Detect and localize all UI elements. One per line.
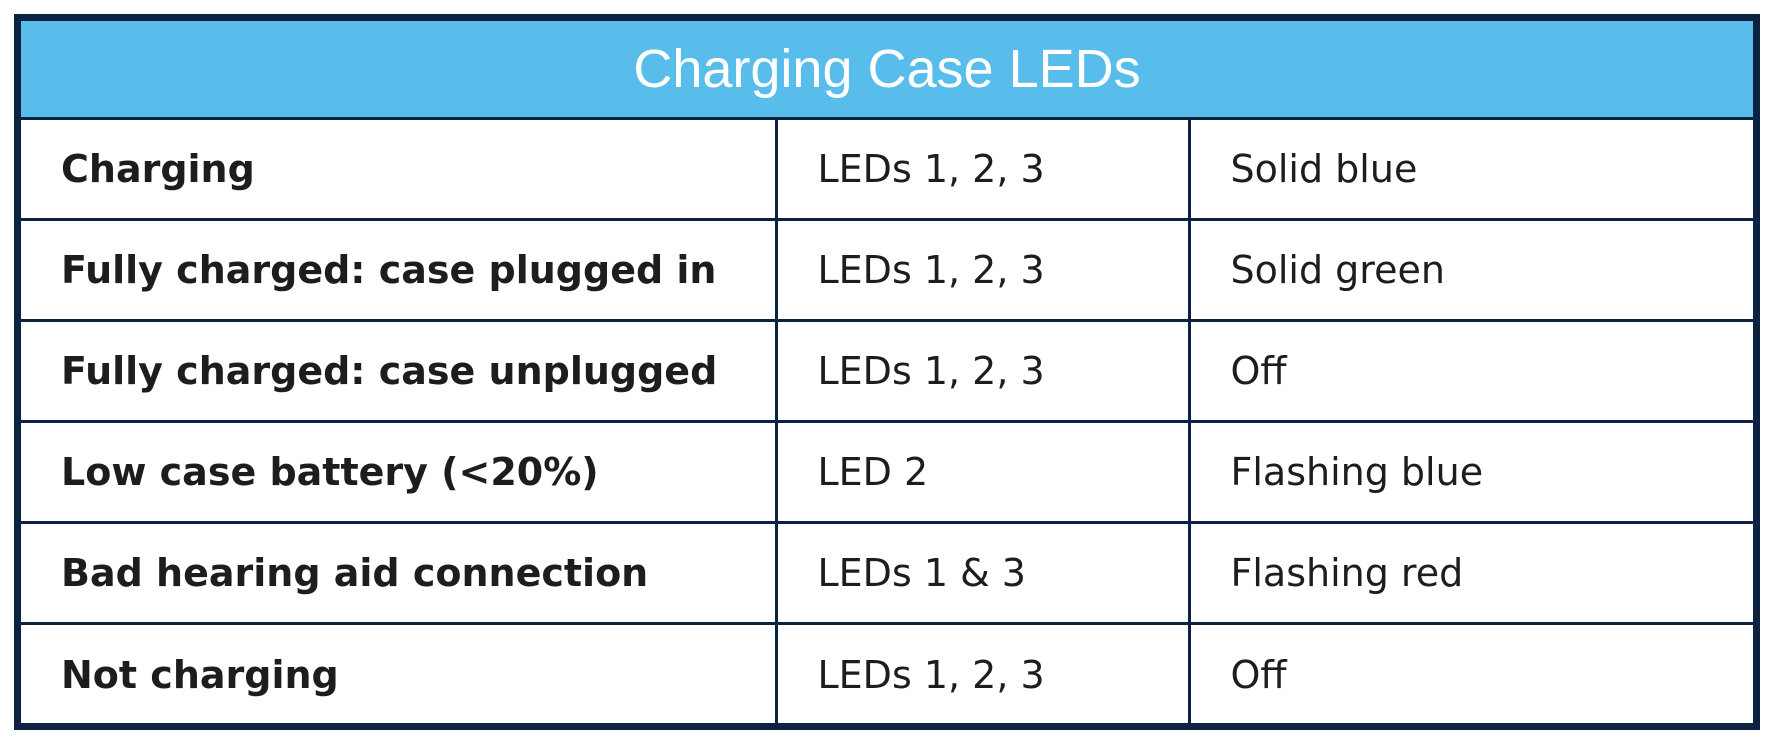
led-cell: LEDs 1, 2, 3 <box>774 622 1189 725</box>
light-cell: Flashing blue <box>1187 420 1753 523</box>
status-cell: Not charging <box>21 622 776 725</box>
table-row: Low case battery (<20%) LED 2 Flashing blu… <box>21 420 1753 523</box>
led-cell: LED 2 <box>774 420 1189 523</box>
led-cell: LEDs 1, 2, 3 <box>774 218 1189 321</box>
status-cell: Fully charged: case plugged in <box>21 218 776 321</box>
led-table: Charging LEDs 1, 2, 3 Solid blue Fully char… <box>21 117 1753 725</box>
status-cell: Charging <box>21 117 776 220</box>
table-row: Fully charged: case unplugged LEDs 1, 2, … <box>21 319 1753 422</box>
status-cell: Bad hearing aid connection <box>21 521 776 624</box>
light-cell: Off <box>1187 319 1753 422</box>
table-row: Bad hearing aid connection LEDs 1 & 3 Flas… <box>21 521 1753 624</box>
status-cell: Fully charged: case unplugged <box>21 319 776 422</box>
table-row: Fully charged: case plugged in LEDs 1, 2,… <box>21 218 1753 321</box>
status-cell: Low case battery (<20%) <box>21 420 776 523</box>
light-cell: Solid blue <box>1187 117 1753 220</box>
light-cell: Solid green <box>1187 218 1753 321</box>
led-cell: LEDs 1 & 3 <box>774 521 1189 624</box>
light-cell: Off <box>1187 622 1753 725</box>
table-row: Charging LEDs 1, 2, 3 Solid blue <box>21 117 1753 220</box>
led-cell: LEDs 1, 2, 3 <box>774 319 1189 422</box>
light-cell: Flashing red <box>1187 521 1753 624</box>
led-cell: LEDs 1, 2, 3 <box>774 117 1189 220</box>
table-row: Not charging LEDs 1, 2, 3 Off <box>21 622 1753 725</box>
table-title: Charging Case LEDs <box>21 21 1753 117</box>
